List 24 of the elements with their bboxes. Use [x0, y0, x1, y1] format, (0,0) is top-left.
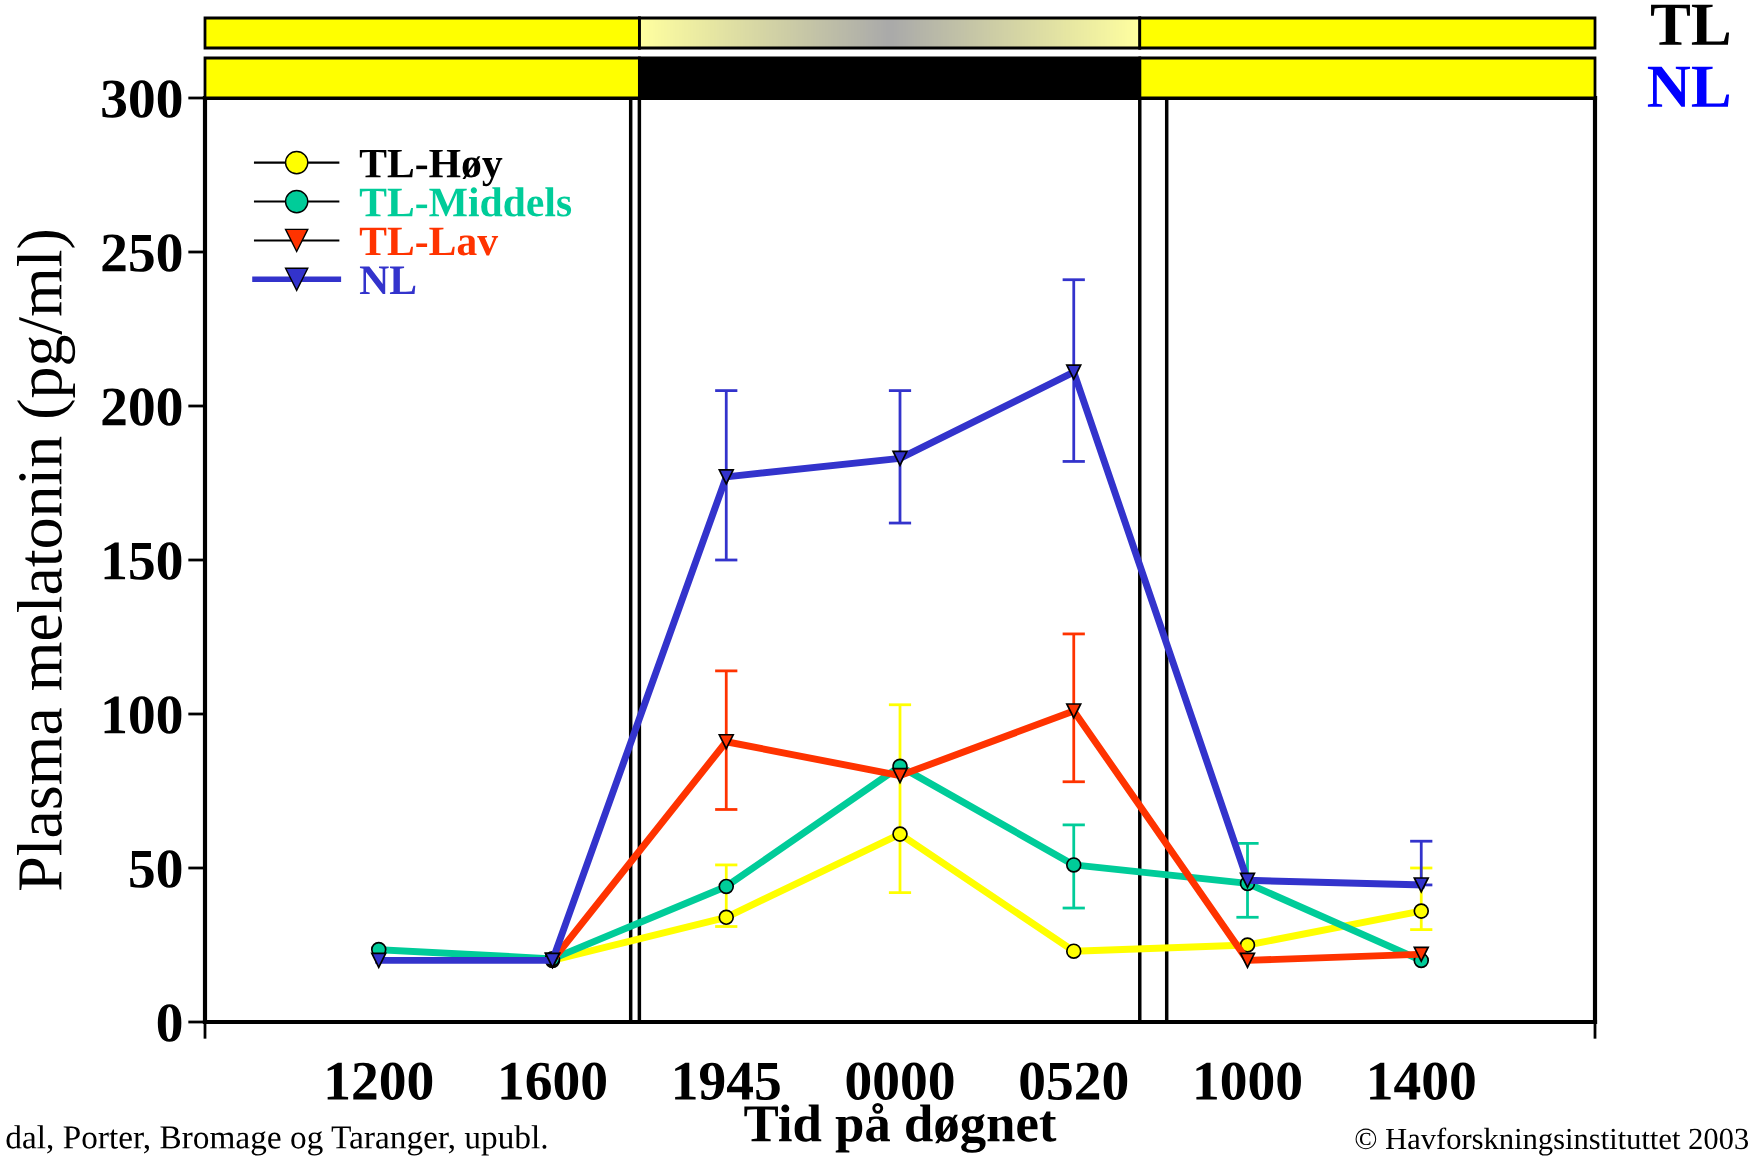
x-tick-label: 0520	[1020, 1062, 1128, 1100]
legend-label: TL-Høy	[359, 149, 503, 187]
y-tick-label: 250	[102, 234, 182, 272]
x-tick-label: 0000	[846, 1062, 954, 1100]
text: dal, Porter, Bromage og Taranger, upubl.	[6, 1125, 547, 1156]
y-tick-label: 100	[104, 696, 182, 734]
legend-label: TL-Middels	[359, 187, 572, 217]
x-tick-label: 1600	[501, 1062, 606, 1100]
x-tick-label: 1945	[675, 1062, 780, 1100]
legend-label: NL	[359, 266, 416, 294]
y-tick-label: 150	[104, 542, 182, 580]
y-tick-label: 200	[102, 388, 182, 426]
y-tick-label: 50	[130, 850, 182, 888]
legend-label: TL-Lav	[359, 227, 499, 256]
x-tick-label: 1400	[1370, 1062, 1475, 1100]
x-tick-label: 1000	[1196, 1062, 1301, 1100]
y-axis-title: Plasma melatonin (pg/ml)	[17, 230, 76, 890]
y-tick-label: 0	[157, 1004, 182, 1042]
x-axis-title: Tid på døgnet	[744, 1102, 1057, 1153]
text: © Havforskningsinstituttet 2003	[1355, 1127, 1749, 1156]
y-tick-label: 300	[102, 80, 182, 118]
x-tick-label: 1200	[327, 1062, 433, 1100]
text: TL	[1651, 4, 1730, 45]
text: NL	[1647, 66, 1730, 107]
